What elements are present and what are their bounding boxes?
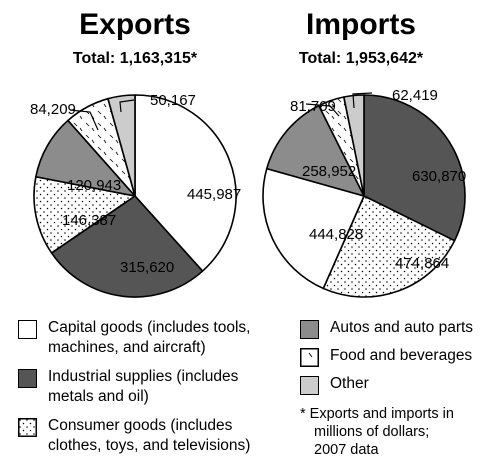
imports-slice-1 xyxy=(322,195,456,298)
autos-swatch xyxy=(300,320,319,339)
legend-industrial-line1: Industrial supplies (includes xyxy=(48,368,239,385)
exports-leader-line-5 xyxy=(119,99,135,113)
exports-data-label-0: 445,987 xyxy=(187,186,241,203)
legend-label-autos: Autos and auto parts xyxy=(330,319,474,336)
legend-label-industrial: Industrial supplies (includes metals and… xyxy=(48,367,238,407)
exports-title: Exports xyxy=(79,8,191,41)
footnote-line1: * Exports and imports in xyxy=(300,406,454,422)
footnote-line2: millions of dollars; xyxy=(314,424,430,440)
imports-data-label-2: 444,828 xyxy=(309,226,363,243)
imports-data-label-0: 630,870 xyxy=(412,168,466,185)
imports-title: Imports xyxy=(306,8,416,41)
exports-slice-0 xyxy=(134,94,237,272)
exports-data-label-3: 120,943 xyxy=(67,177,121,194)
imports-pie: 630,870 474,864 444,828 258,952 81,709 62,419 xyxy=(262,87,466,298)
imports-data-label-5: 62,419 xyxy=(392,87,438,104)
exports-pie: 445,987 315,620 146,387 120,943 84,209 50,167 xyxy=(30,92,241,298)
legend-label-capital: Capital goods (includes tools, machines,… xyxy=(48,318,250,358)
imports-data-label-1: 474,864 xyxy=(395,255,449,272)
footnote: * Exports and imports in millions of dol… xyxy=(300,405,454,459)
exports-data-label-2: 146,387 xyxy=(62,212,116,229)
exports-slice-1 xyxy=(50,195,204,298)
exports-slice-5 xyxy=(107,94,136,197)
legend-consumer-line1: Consumer goods (includes xyxy=(48,417,233,434)
legend-industrial-line2: metals and oil) xyxy=(48,388,149,405)
legend-label-food: Food and beverages xyxy=(330,347,473,364)
exports-total: Total: 1,163,315* xyxy=(73,50,198,67)
imports-slice-5 xyxy=(343,94,365,197)
food-swatch xyxy=(300,348,319,367)
legend-consumer-line2: clothes, toys, and televisions) xyxy=(48,437,251,454)
exports-data-label-4: 84,209 xyxy=(30,101,76,118)
imports-data-label-4: 81,709 xyxy=(290,98,336,115)
exports-data-label-5: 50,167 xyxy=(150,92,196,109)
capital-swatch xyxy=(18,320,37,339)
imports-slice-2 xyxy=(262,167,365,290)
exports-slice-2 xyxy=(33,175,136,254)
legend-label-consumer: Consumer goods (includes clothes, toys, … xyxy=(48,416,250,456)
footnote-line3: 2007 data xyxy=(314,442,379,458)
imports-leader-line-4 xyxy=(305,103,340,117)
other-swatch xyxy=(300,376,319,395)
exports-data-label-1: 315,620 xyxy=(120,259,174,276)
imports-leader-line-5 xyxy=(352,92,373,109)
legend-capital-line1: Capital goods (includes tools, xyxy=(48,319,251,336)
imports-total: Total: 1,953,642* xyxy=(299,50,424,67)
legend-capital-line2: machines, and aircraft) xyxy=(48,339,206,356)
imports-slice-3 xyxy=(265,104,365,197)
industrial-swatch xyxy=(18,369,37,388)
consumer-swatch xyxy=(18,418,37,437)
legend-label-other: Other xyxy=(330,375,369,392)
imports-slice-0 xyxy=(363,94,466,242)
imports-data-label-3: 258,952 xyxy=(302,163,356,180)
exports-leader-line-4 xyxy=(69,109,99,131)
